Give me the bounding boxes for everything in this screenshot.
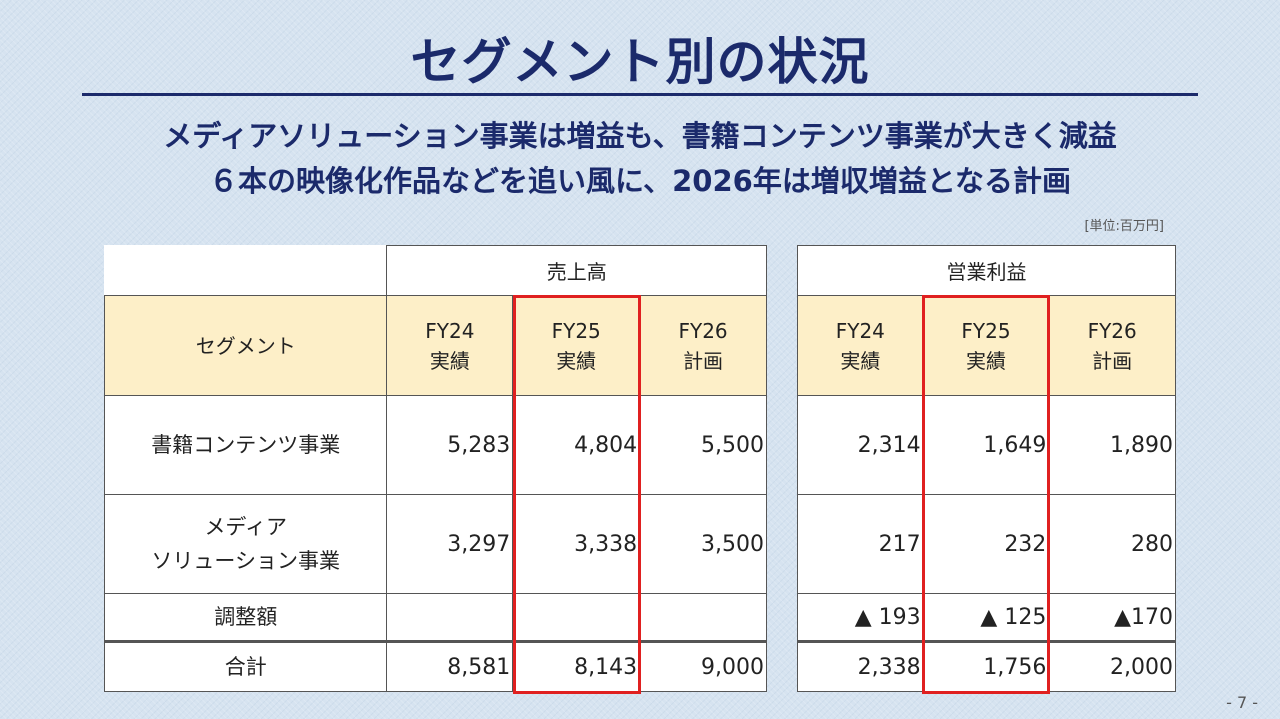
subtitle-line-1: メディアソリューション事業は増益も、書籍コンテンツ事業が大きく減益	[163, 119, 1117, 153]
sales-fy26-header: FY26 計画	[639, 295, 767, 396]
period-type: 実績	[965, 348, 1006, 373]
period-label: FY26	[1087, 318, 1137, 343]
sales-value: 4,804	[512, 395, 641, 495]
profit-value: 2,314	[797, 395, 924, 495]
profit-fy24-header: FY24 実績	[797, 295, 924, 396]
profit-value: ▲170	[1048, 593, 1176, 642]
period-type: 実績	[840, 348, 881, 373]
table-row: ▲ 193 ▲ 125 ▲170	[797, 593, 1176, 642]
sales-value: 8,581	[386, 640, 514, 692]
profit-value: 2,338	[797, 640, 924, 692]
page-number: - 7 -	[1226, 693, 1258, 712]
segment-name-line: ソリューション事業	[151, 549, 340, 573]
total-row: 合計 8,581 8,143 9,000	[103, 640, 767, 692]
total-row: 2,338 1,756 2,000	[797, 640, 1176, 692]
sales-value: 3,297	[386, 494, 514, 594]
sales-value	[639, 593, 767, 642]
segment-name: 合計	[103, 640, 388, 692]
profit-value: 2,000	[1048, 640, 1176, 692]
table-row: 書籍コンテンツ事業 5,283 4,804 5,500	[103, 395, 767, 495]
period-label: FY25	[961, 318, 1011, 343]
profit-value: 1,890	[1048, 395, 1176, 495]
profit-value: 232	[922, 494, 1050, 594]
profit-value: 280	[1048, 494, 1176, 594]
profit-value: 1,649	[922, 395, 1050, 495]
sales-fy25-header: FY25 実績	[512, 295, 641, 396]
sales-value: 5,283	[386, 395, 514, 495]
subtitle-line-2: ６本の映像化作品などを追い風に、2026年は増収増益となる計画	[209, 164, 1071, 198]
period-type: 実績	[429, 348, 470, 373]
sales-table: 売上高 セグメント FY24 実績 FY25 実績 FY26 計画 書籍コンテン…	[103, 245, 767, 692]
sales-value: 5,500	[639, 395, 767, 495]
period-type: 実績	[556, 348, 597, 373]
page-title: セグメント別の状況	[410, 33, 870, 91]
segment-name: 書籍コンテンツ事業	[103, 395, 388, 495]
profit-value: ▲ 125	[922, 593, 1050, 642]
table-row: 調整額	[103, 593, 767, 642]
sales-value: 8,143	[512, 640, 641, 692]
period-label: FY26	[678, 318, 728, 343]
profit-value: ▲ 193	[797, 593, 924, 642]
period-label: FY24	[425, 318, 475, 343]
sales-value	[512, 593, 641, 642]
profit-value: 217	[797, 494, 924, 594]
sales-value: 3,338	[512, 494, 641, 594]
segment-name: 調整額	[103, 593, 388, 642]
period-type: 計画	[683, 348, 724, 373]
profit-table: 営業利益 FY24 実績 FY25 実績 FY26 計画 2,314 1,649…	[797, 245, 1176, 692]
period-label: FY24	[835, 318, 885, 343]
period-label: FY25	[551, 318, 601, 343]
profit-group-header: 営業利益	[797, 245, 1176, 296]
profit-fy25-header: FY25 実績	[922, 295, 1050, 396]
title-divider	[82, 93, 1198, 96]
segment-name-line: メディア	[204, 515, 287, 539]
sales-value	[386, 593, 514, 642]
sales-value: 3,500	[639, 494, 767, 594]
sales-fy24-header: FY24 実績	[386, 295, 514, 396]
table-row: 217 232 280	[797, 494, 1176, 594]
segment-column-header: セグメント	[103, 295, 388, 396]
period-type: 計画	[1092, 348, 1133, 373]
profit-fy26-header: FY26 計画	[1048, 295, 1176, 396]
table-row: 2,314 1,649 1,890	[797, 395, 1176, 495]
unit-note: [単位:百万円]	[1084, 219, 1164, 234]
profit-value: 1,756	[922, 640, 1050, 692]
sales-group-header: 売上高	[386, 245, 767, 296]
sales-value: 9,000	[639, 640, 767, 692]
segment-name: メディア ソリューション事業	[103, 494, 388, 594]
table-row: メディア ソリューション事業 3,297 3,338 3,500	[103, 494, 767, 594]
blank-corner	[104, 245, 387, 296]
